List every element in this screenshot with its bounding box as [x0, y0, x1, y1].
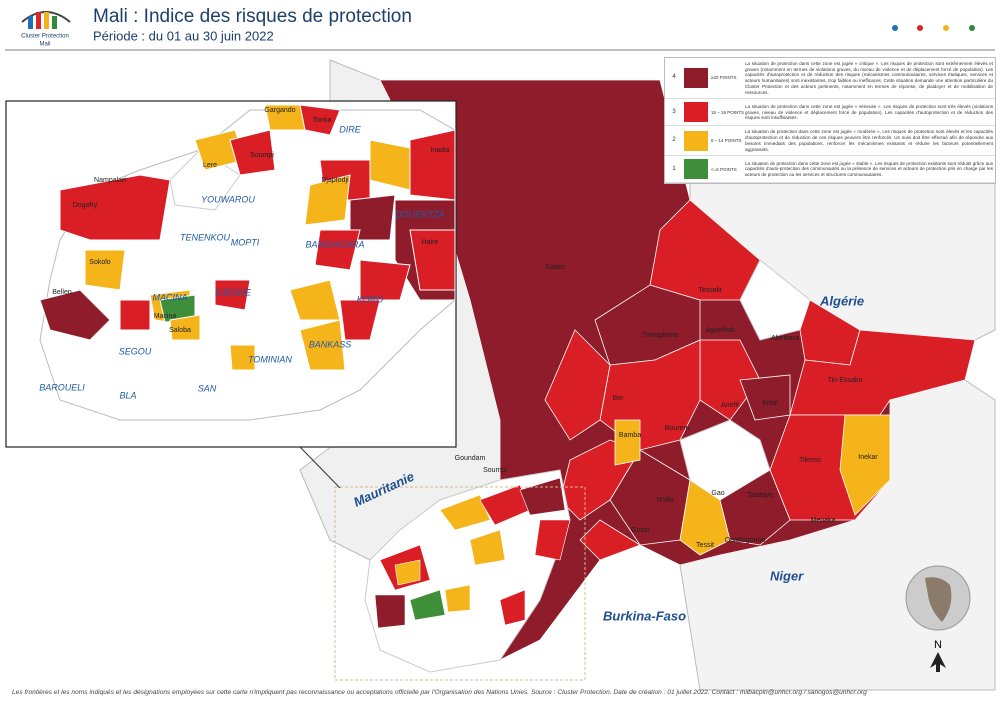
region-label: Soumpi [250, 152, 274, 159]
region-label: Talataye [747, 492, 773, 499]
region-label: Gossi [631, 527, 649, 534]
region-label: BANDIAGARA [305, 239, 364, 249]
region-label: Abeibara [771, 335, 799, 342]
region-label: Dogofry [73, 202, 98, 209]
region-label: Bourem [665, 425, 690, 432]
region-label: TENENKOU [180, 232, 231, 242]
region-label: Inadia [430, 147, 449, 154]
region-label: BLA [119, 390, 136, 400]
region-label: Sokolo [89, 259, 111, 266]
region-label: Aguelhok [705, 327, 735, 334]
region-label: Bamba [619, 432, 641, 439]
region-label: Soumpi [483, 467, 507, 474]
region-label: Bellen [52, 289, 72, 296]
legend-row: 1 <=5 POINTS La situation de protection da… [665, 156, 995, 184]
region-label: Djaptodji [321, 177, 349, 184]
region-label: Inekar [858, 454, 878, 461]
country-label: Algérie [819, 293, 864, 308]
region-label: DJENNE [215, 287, 252, 297]
region-label: Tonka [313, 117, 332, 124]
legend-description: La situation de protection dans cette zo… [745, 61, 993, 95]
region-label: MACINA [152, 292, 187, 302]
inset-map [5, 100, 457, 448]
country-label: Niger [770, 568, 804, 583]
region-label: Lere [203, 162, 217, 169]
region-label: Ouattagouna [725, 537, 766, 544]
title: Mali : Indice des risques de protection [93, 6, 412, 27]
legend-points: 6 – 14 POINTS [711, 138, 742, 144]
logo-country: Mali [39, 42, 50, 48]
footer: Les frontières et les noms indiqués et l… [12, 689, 867, 696]
subtitle: Période : du 01 au 30 juin 2022 [93, 28, 274, 43]
legend-level: 1 [672, 165, 676, 172]
legend-level: 2 [672, 137, 676, 144]
region-label: Salam [545, 264, 565, 271]
region-label: MOPTI [231, 237, 260, 247]
region-label: Menaka [811, 517, 836, 524]
region-label: Tessalit [698, 287, 721, 294]
mali-map [334, 79, 976, 681]
region-label: SAN [198, 383, 217, 393]
region-label: SEGOU [119, 346, 152, 356]
legend-swatch [684, 159, 708, 180]
legend-swatch [684, 102, 708, 123]
legend-points: 15 – 19 POINTS [711, 109, 745, 115]
legend-points: ≥20 POINTS [711, 75, 737, 81]
region-label: Tin-Essako [828, 377, 863, 384]
region-label: KORO [357, 294, 384, 304]
region-label: DIRE [339, 124, 361, 134]
logo-name: Cluster Protection [21, 34, 69, 40]
logo: Cluster Protection Mali [21, 11, 71, 48]
country-label: Burkina-Faso [603, 608, 686, 623]
region-label: BAROUELI [39, 382, 85, 392]
region-label: Macina [154, 313, 177, 320]
region-label: TOMINIAN [248, 354, 292, 364]
legend-points: <=5 POINTS [711, 166, 737, 172]
region-label: Ber [613, 395, 625, 402]
legend-row: 3 15 – 19 POINTS La situation de protectio… [665, 99, 995, 127]
legend-description: La situation de protection dans cette zo… [745, 103, 993, 121]
region-label: DOUENTZA [395, 209, 445, 219]
region-label: Anefif [721, 402, 739, 409]
legend-row: 4 ≥20 POINTS La situation de protection da… [665, 58, 995, 100]
region-label: Gargando [264, 107, 295, 114]
legend-swatch [684, 130, 708, 151]
legend-description: La situation de protection dans cette zo… [745, 129, 993, 152]
region-label: Nampalari [94, 177, 126, 184]
legend-level: 3 [672, 108, 676, 115]
region-label: YOUWAROU [201, 194, 255, 204]
legend: 4 ≥20 POINTS La situation de protection da… [664, 57, 996, 185]
region-label: Gao [711, 490, 724, 497]
north-label: N [934, 639, 942, 651]
region-label: Haire [422, 239, 439, 246]
region-label: Goundam [455, 455, 486, 462]
legend-swatch [684, 68, 708, 89]
region-label: N'tillit [657, 497, 674, 504]
region-label: Kidal [762, 400, 778, 407]
region-label: BANKASS [309, 339, 352, 349]
legend-description: La situation de protection dans cette zo… [745, 160, 993, 178]
legend-level: 4 [672, 74, 676, 81]
region-label: Timtaghene [642, 332, 679, 339]
region-label: Tessit [696, 542, 714, 549]
region-label: Saloba [169, 327, 191, 334]
legend-row: 2 6 – 14 POINTS La situation de protection… [665, 126, 995, 157]
region-label: Tilemsi [799, 457, 821, 464]
